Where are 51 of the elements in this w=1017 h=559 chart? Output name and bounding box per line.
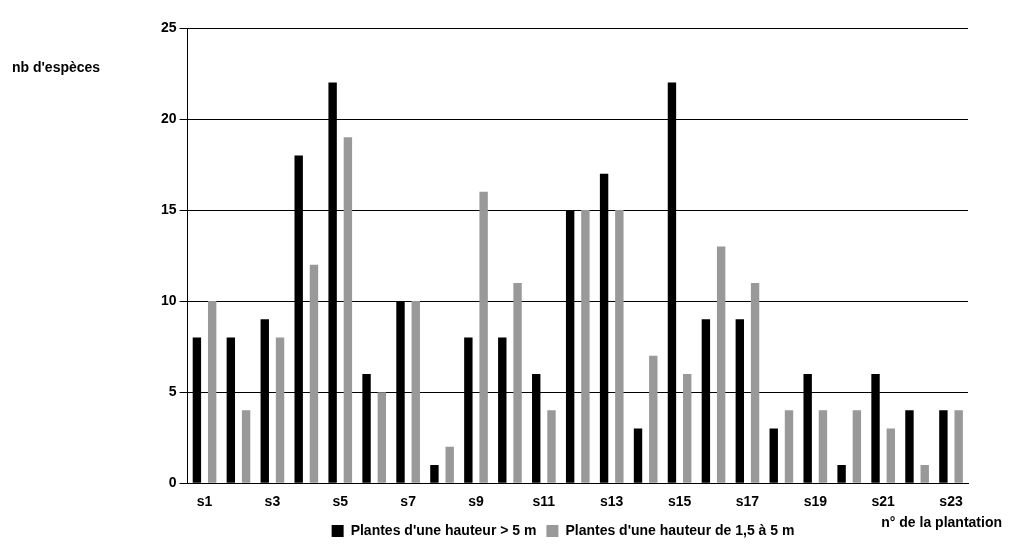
bar [377, 392, 387, 483]
x-axis-title: n° de la plantation [881, 513, 1002, 530]
bar [207, 301, 217, 483]
x-tick-label: s17 [735, 493, 760, 510]
x-tick-label: s9 [468, 493, 484, 510]
bar [615, 210, 624, 483]
x-tick-label: s11 [532, 493, 556, 510]
bar [769, 428, 778, 483]
bar [750, 282, 760, 483]
legend-label: Plantes d'une hauteur de 1,5 à 5 m [565, 521, 795, 538]
x-tick-label: s23 [939, 493, 963, 510]
x-tick-label: s5 [332, 493, 349, 510]
x-tick-label: s1 [196, 493, 213, 510]
bar [343, 137, 353, 483]
x-tick-label: s3 [264, 493, 281, 510]
y-tick-label: 0 [168, 474, 177, 491]
bar [886, 428, 896, 483]
bar [241, 410, 251, 483]
bar [954, 410, 963, 483]
x-tick-label: s13 [600, 493, 624, 510]
bar [581, 210, 590, 483]
x-tick-label: s19 [803, 493, 828, 510]
y-tick-label: 25 [160, 18, 177, 35]
bar [411, 301, 420, 483]
bar [309, 264, 319, 483]
legend-label: Plantes d'une hauteur > 5 m [350, 521, 537, 538]
bar [547, 410, 556, 483]
x-tick-label: s21 [871, 493, 896, 510]
bar [633, 428, 643, 483]
bar [716, 246, 726, 483]
bar [818, 410, 828, 483]
bar [920, 464, 929, 483]
bar [513, 282, 522, 483]
bar [905, 410, 914, 483]
y-tick-label: 5 [168, 383, 177, 400]
bar [275, 337, 285, 483]
y-tick-label: 15 [160, 200, 177, 217]
bar [784, 410, 794, 483]
bar [837, 464, 846, 483]
x-tick-label: s15 [667, 493, 692, 510]
y-tick-label: 10 [160, 291, 177, 308]
bar [479, 191, 488, 483]
bar [939, 410, 948, 483]
bar [649, 355, 658, 483]
x-tick-label: s7 [400, 493, 417, 510]
bar [683, 373, 692, 483]
bar [430, 464, 439, 483]
y-axis-title: nb d'espèces [12, 58, 101, 75]
y-tick-label: 20 [160, 109, 177, 126]
bar [445, 446, 454, 483]
bar [852, 410, 862, 483]
